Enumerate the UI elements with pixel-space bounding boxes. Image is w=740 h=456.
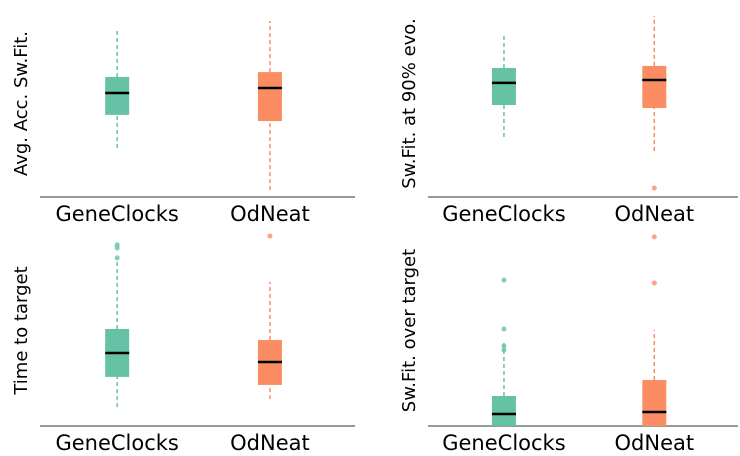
x-tick-label: OdNeat [230,202,310,226]
y-axis-label: Time to target [11,266,32,395]
box [642,65,667,108]
x-tick-label: OdNeat [615,202,695,226]
flier [651,234,657,240]
y-axis-label: Sw.Fit. over target [399,249,420,412]
x-tick-label: OdNeat [615,431,695,455]
y-axis-label: Avg. Acc. Sw.Fit. [11,31,32,176]
y-axis-label: Sw.Fit. at 90% evo. [399,18,420,188]
box [257,72,282,122]
flier [501,326,507,332]
x-tick-label: GeneClocks [442,202,565,226]
x-tick-label: GeneClocks [442,431,565,455]
x-tick-label: GeneClocks [55,431,178,455]
flier [114,245,120,251]
box [105,76,130,115]
box [491,67,516,105]
x-tick-label: OdNeat [230,431,310,455]
flier [651,185,657,191]
box [642,379,667,426]
flier [267,233,273,239]
flier [651,280,657,286]
flier [501,277,507,283]
x-tick-label: GeneClocks [55,202,178,226]
box [491,396,516,426]
flier [501,347,507,353]
flier [501,343,507,349]
flier [114,255,120,261]
